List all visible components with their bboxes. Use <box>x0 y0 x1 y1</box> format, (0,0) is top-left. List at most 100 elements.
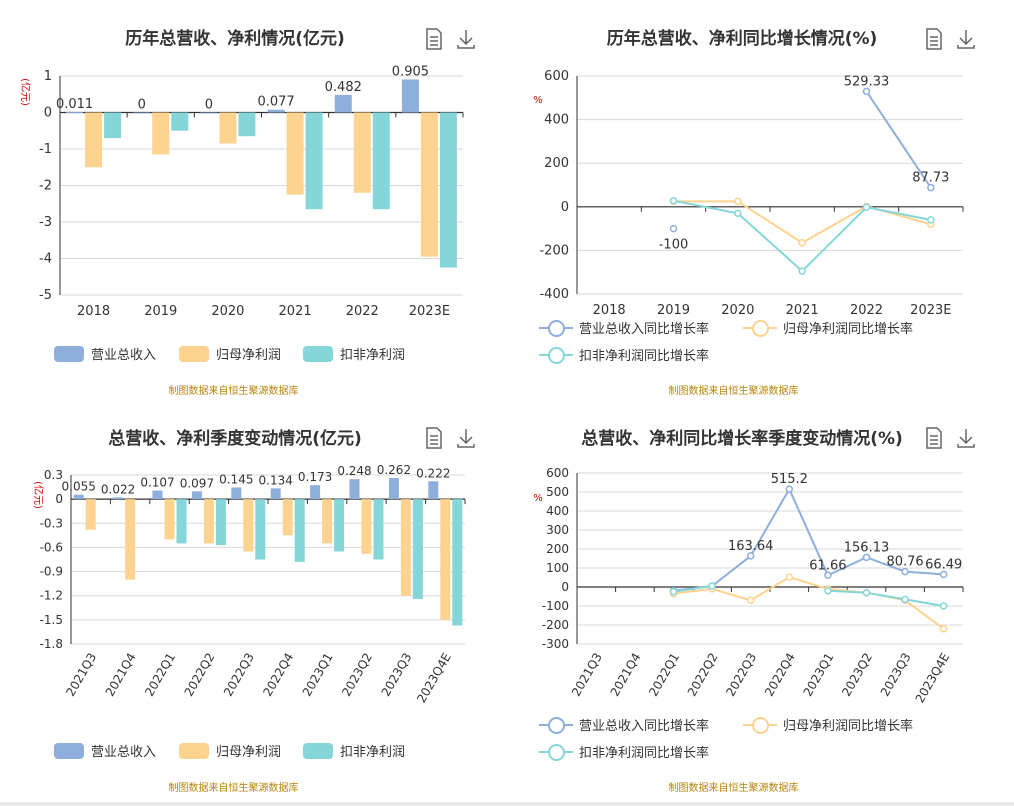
x-tick-label: 2023Q4E <box>913 651 953 706</box>
data-point <box>746 596 755 605</box>
legend-item-net-profit[interactable]: 归母净利润 <box>179 741 281 760</box>
y-tick-label: 0 <box>44 106 52 121</box>
legend-item-revenue[interactable]: 营业总收入 <box>54 741 156 760</box>
download-button[interactable] <box>956 28 976 50</box>
bar <box>400 499 411 596</box>
series-line <box>673 486 944 592</box>
data-point <box>824 587 832 595</box>
legend-label: 归母净利润 <box>216 348 282 363</box>
data-label: 0 <box>138 98 146 113</box>
x-tick-label: 2022Q4 <box>260 651 296 699</box>
download-button[interactable] <box>456 28 476 50</box>
legend-label: 营业总收入同比增长率 <box>579 719 710 734</box>
x-tick-label: 2022Q3 <box>221 651 257 699</box>
data-label: 61.66 <box>809 558 846 573</box>
x-tick-label: 2022Q3 <box>723 651 759 699</box>
data-point <box>862 87 871 96</box>
data-point <box>798 239 806 247</box>
y-tick-label: 200 <box>544 156 569 171</box>
y-tick-label: -4 <box>39 252 52 267</box>
legend-item-revenue[interactable]: 营业总收入 <box>54 344 156 363</box>
x-tick-label: 2021Q3 <box>63 651 99 699</box>
legend-item-deducted-profit-growth[interactable]: 扣非净利润同比增长率 <box>539 345 709 364</box>
y-tick-label: 200 <box>546 542 569 556</box>
series-line <box>673 199 932 273</box>
legend-item-deducted-profit-growth[interactable]: 扣非净利润同比增长率 <box>539 742 709 761</box>
legend-item-net-profit-growth[interactable]: 归母净利润同比增长率 <box>743 715 913 734</box>
legend-item-net-profit-growth[interactable]: 归母净利润同比增长率 <box>743 318 913 337</box>
quarterly-growth-panel: 总营收、净利同比增长率季度变动情况(%) -300 -200 -100 0 100 200… <box>507 403 1014 806</box>
data-label: 0.134 <box>259 473 293 487</box>
document-icon <box>926 427 942 449</box>
legend-swatch <box>303 345 333 362</box>
data-point <box>927 183 935 192</box>
x-tick-label: 2022Q2 <box>182 651 218 699</box>
data-label: 0.077 <box>257 95 294 110</box>
x-tick-label: 2018 <box>77 304 110 319</box>
bar <box>125 499 136 580</box>
bar <box>73 494 84 500</box>
data-source-note: 制图数据来自恒生聚源数据库 <box>168 783 299 794</box>
page-bottom-divider <box>0 802 1014 806</box>
x-tick-label: 2023Q3 <box>878 651 914 699</box>
data-point <box>669 196 678 205</box>
bar <box>238 112 256 137</box>
data-label: 0.262 <box>377 463 411 477</box>
y-axis-unit: (亿元) <box>32 481 45 509</box>
y-tick-label: 100 <box>546 561 569 575</box>
bar <box>349 479 360 500</box>
bar <box>255 499 266 560</box>
bar <box>353 112 371 193</box>
legend-swatch <box>54 742 84 759</box>
chart-title: 总营收、净利同比增长率季度变动情况(%) <box>581 429 903 449</box>
x-tick-label: 2023E <box>910 303 951 318</box>
legend-swatch <box>743 319 777 337</box>
x-tick-label: 2022 <box>346 304 379 319</box>
data-label: 0.482 <box>325 80 362 95</box>
legend-label: 扣非净利润同比增长率 <box>579 746 710 761</box>
bar <box>113 497 124 500</box>
chart-title: 历年总营收、净利情况(亿元) <box>125 29 345 49</box>
y-axis-unit: (亿元) <box>19 78 32 106</box>
bar <box>270 488 281 500</box>
legend-swatch <box>539 743 573 761</box>
y-tick-label: 0.3 <box>44 468 63 482</box>
x-tick-label: 2020 <box>721 303 754 318</box>
x-tick-label: 2018 <box>593 303 626 318</box>
legend-item-deducted-profit[interactable]: 扣非净利润 <box>303 344 405 363</box>
data-label: 80.76 <box>886 555 923 570</box>
y-tick-label: 0 <box>561 580 569 594</box>
chart-title: 历年总营收、净利同比增长情况(%) <box>606 29 878 49</box>
data-view-button[interactable] <box>925 427 945 449</box>
data-point <box>939 570 948 579</box>
bar <box>286 112 304 195</box>
download-button[interactable] <box>456 427 476 449</box>
y-tick-label: -1 <box>39 142 52 157</box>
download-button[interactable] <box>956 427 976 449</box>
data-label: 515.2 <box>771 472 808 487</box>
data-view-button[interactable] <box>925 28 945 50</box>
legend-item-revenue-growth[interactable]: 营业总收入同比增长率 <box>539 715 709 734</box>
legend-item-deducted-profit[interactable]: 扣非净利润 <box>303 741 405 760</box>
data-point <box>862 553 871 562</box>
bar <box>215 499 226 546</box>
data-label: 0.107 <box>140 476 174 490</box>
legend-item-revenue-growth[interactable]: 营业总收入同比增长率 <box>539 318 709 337</box>
bar <box>388 478 399 500</box>
data-view-button[interactable] <box>425 28 445 50</box>
bar <box>372 112 390 210</box>
bar <box>152 112 170 155</box>
bar <box>85 499 96 530</box>
bar <box>200 112 218 114</box>
x-tick-label: 2022Q1 <box>142 651 178 699</box>
bar <box>440 499 451 620</box>
data-view-button[interactable] <box>425 427 445 449</box>
chart-legend: 营业总收入 归母净利润 扣非净利润 <box>0 741 507 763</box>
legend-swatch <box>539 716 573 734</box>
legend-item-net-profit[interactable]: 归母净利润 <box>179 344 281 363</box>
x-tick-label: 2022Q1 <box>646 651 682 699</box>
y-tick-label: 300 <box>546 523 569 537</box>
data-label: 0.055 <box>62 480 96 494</box>
x-tick-label: 2023E <box>409 304 450 319</box>
download-icon <box>457 30 475 49</box>
